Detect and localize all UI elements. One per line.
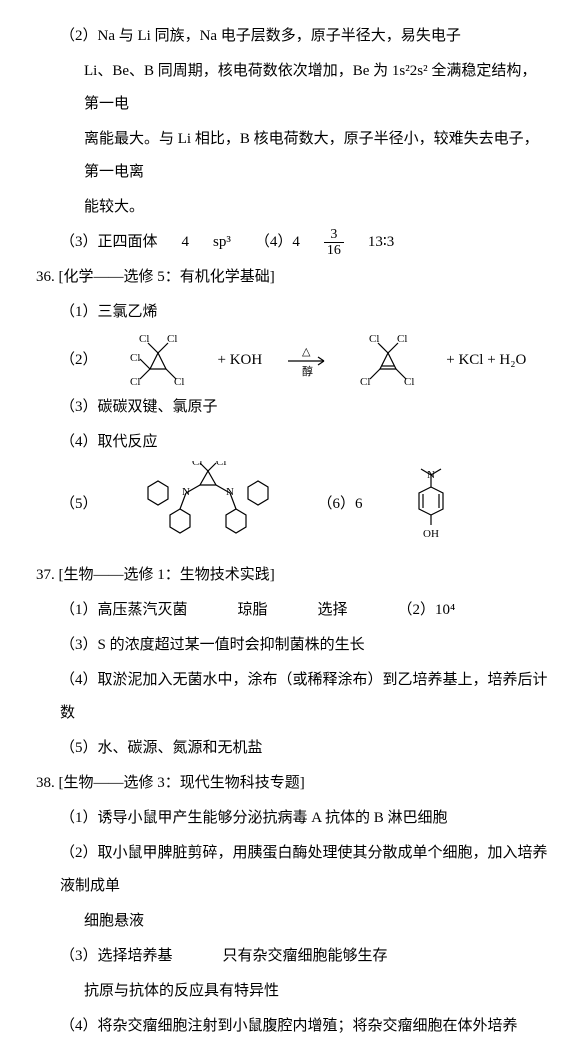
frac-den: 16 <box>324 243 344 258</box>
svg-text:Cl: Cl <box>174 376 184 388</box>
q36-p2-label: （2） <box>60 344 98 377</box>
q37-p2: （2）10⁴ <box>398 594 456 627</box>
svg-text:OH: OH <box>423 528 439 540</box>
q38-p3-a: （3）选择培养基 <box>60 940 173 973</box>
q36-structure2: Cl Cl Cl Cl <box>354 331 422 389</box>
q38-p3-c: 抗原与抗体的反应具有特异性 <box>36 975 550 1008</box>
pre-p3-p4-row: （3）正四面体 4 sp³ （4）4 3 16 13∶3 <box>36 226 550 259</box>
q36-arrow-icon: △ 醇 <box>286 343 330 377</box>
q36-p6-label: （6）6 <box>318 488 363 521</box>
q36-p1: （1）三氯乙烯 <box>36 296 550 329</box>
svg-text:Cl: Cl <box>139 333 149 345</box>
q37-p3: （3）S 的浓度超过某一值时会抑制菌株的生长 <box>36 629 550 662</box>
q36-p2-row: （2） Cl Cl Cl Cl Cl + KOH △ 醇 <box>36 331 550 389</box>
pre-p2-line1: （2）Na 与 Li 同族，Na 电子层数多，原子半径大，易失电子 <box>36 20 550 53</box>
svg-text:N: N <box>226 486 234 498</box>
svg-text:Cl: Cl <box>130 376 140 388</box>
pre-p2-line3: 离能最大。与 Li 相比，B 核电荷数大，原子半径小，较难失去电子，第一电离 <box>36 123 550 189</box>
svg-text:N: N <box>182 486 190 498</box>
arrow-top: △ <box>302 346 311 358</box>
q38-p3-b: 只有杂交瘤细胞能够生存 <box>223 940 388 973</box>
q36-p2-koh: + KOH <box>218 344 263 377</box>
svg-text:N: N <box>427 469 435 481</box>
q37-p1-row: （1）高压蒸汽灭菌 琼脂 选择 （2）10⁴ <box>36 594 550 627</box>
q36-structure5: Cl Cl N N <box>138 461 278 547</box>
pre-p3-c: sp³ <box>213 226 231 259</box>
q37-title: 37. [生物——选修 1：生物技术实践] <box>36 559 550 592</box>
q36-p3: （3）碳碳双键、氯原子 <box>36 391 550 424</box>
q37-p5: （5）水、碳源、氮源和无机盐 <box>36 732 550 765</box>
q36-structure1: Cl Cl Cl Cl Cl <box>122 331 194 389</box>
svg-text:Cl: Cl <box>404 376 414 388</box>
q38-p2b: 细胞悬液 <box>36 905 550 938</box>
pre-p2-line4: 能较大。 <box>36 191 550 224</box>
q37-p1-a: （1）高压蒸汽灭菌 <box>60 594 188 627</box>
svg-text:Cl: Cl <box>360 376 370 388</box>
q36-p5-p6-row: （5） Cl Cl N N （6）6 <box>36 461 550 547</box>
svg-text:Cl: Cl <box>167 333 177 345</box>
q36-p4: （4）取代反应 <box>36 426 550 459</box>
q36-title: 36. [化学——选修 5：有机化学基础] <box>36 261 550 294</box>
svg-text:Cl: Cl <box>397 333 407 345</box>
pre-p4-c: 13∶3 <box>368 226 394 259</box>
q37-p1-c: 选择 <box>318 594 348 627</box>
q38-title: 38. [生物——选修 3：现代生物科技专题] <box>36 767 550 800</box>
frac-num: 3 <box>324 227 344 243</box>
q37-p1-b: 琼脂 <box>238 594 268 627</box>
svg-text:Cl: Cl <box>369 333 379 345</box>
arrow-bot: 醇 <box>302 364 313 377</box>
q36-p2-tail: + KCl + H₂O <box>446 344 526 377</box>
svg-text:Cl: Cl <box>130 352 140 364</box>
q38-p4: （4）将杂交瘤细胞注射到小鼠腹腔内增殖；将杂交瘤细胞在体外培养 <box>36 1010 550 1043</box>
svg-text:Cl: Cl <box>192 461 202 468</box>
svg-text:Cl: Cl <box>216 461 226 468</box>
q37-p4: （4）取淤泥加入无菌水中，涂布（或稀释涂布）到乙培养基上，培养后计数 <box>36 664 550 730</box>
q38-p1: （1）诱导小鼠甲产生能够分泌抗病毒 A 抗体的 B 淋巴细胞 <box>36 802 550 835</box>
pre-p4-frac: 3 16 <box>324 227 344 259</box>
q38-p2a: （2）取小鼠甲脾脏剪碎，用胰蛋白酶处理使其分散成单个细胞，加入培养液制成单 <box>36 837 550 903</box>
q36-p5-label: （5） <box>60 488 98 521</box>
pre-p2-line2: Li、Be、B 同周期，核电荷数依次增加，Be 为 1s²2s² 全满稳定结构，… <box>36 55 550 121</box>
pre-p3-b: 4 <box>182 226 190 259</box>
q36-structure6: N OH <box>403 463 459 545</box>
pre-p4-a: （4）4 <box>255 226 300 259</box>
q38-p3-row: （3）选择培养基 只有杂交瘤细胞能够生存 <box>36 940 550 973</box>
pre-p3-a: （3）正四面体 <box>60 226 158 259</box>
